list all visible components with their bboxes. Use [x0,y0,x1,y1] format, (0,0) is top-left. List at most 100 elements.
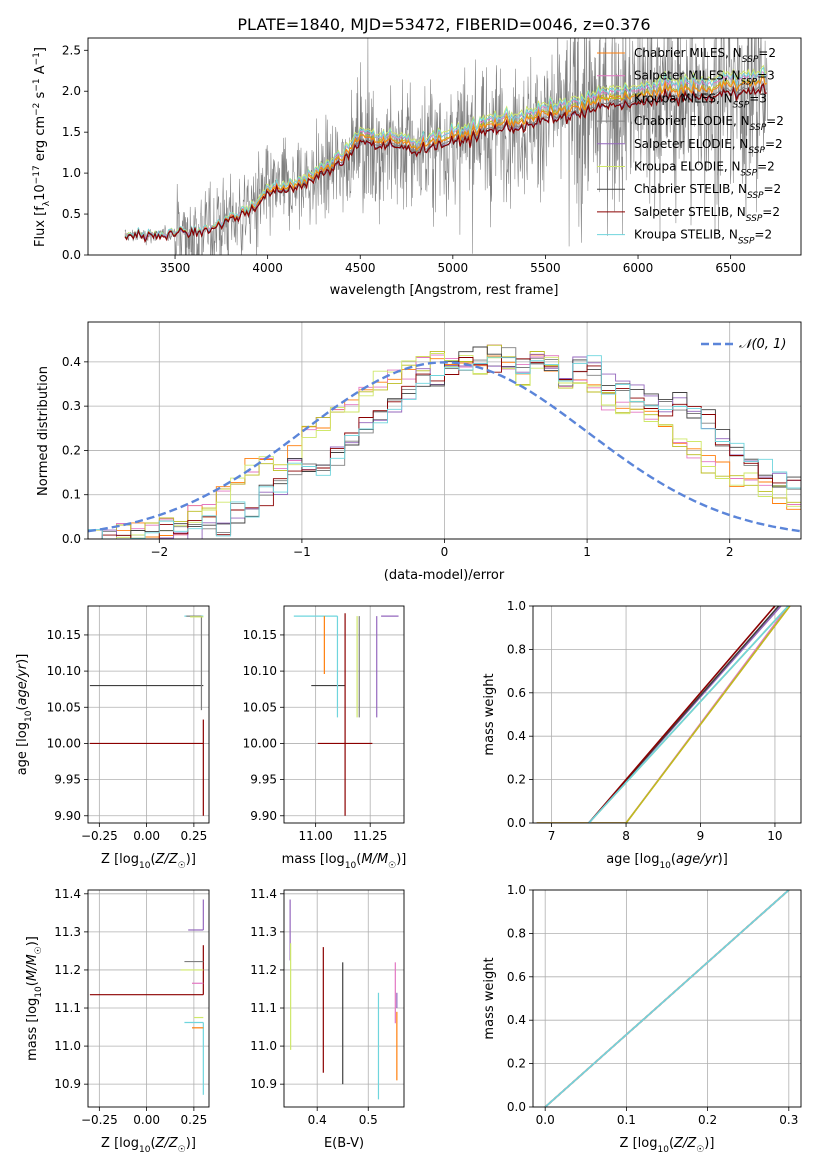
x-tick-label: 0.0 [536,1113,555,1127]
x-axis-label: Z [log10(Z/Z☉)] [620,1136,715,1155]
x-tick-label: 5500 [530,261,561,275]
axes-frame [87,37,802,256]
label-part: Chabrier ELODIE, N [634,114,750,128]
y-tick-label: 9.95 [250,773,277,787]
label-part: Flux [f [33,206,48,247]
y-tick-label: 0.2 [62,443,81,457]
label-part: =2 [766,114,784,128]
label-part: ] [33,47,48,52]
y-tick-label: 11.3 [250,925,277,939]
label-part: age/yr [676,852,719,867]
label-part: Kroupa ELODIE, N [634,160,741,174]
x-axis-label: Z [log10(Z/Z☉)] [101,1136,196,1155]
label-part: Z [log [101,852,139,867]
legend-label: 𝒩(0, 1) [739,337,786,352]
label-part: ☉ [388,861,396,871]
x-tick-label: 0.4 [308,1113,327,1127]
label-part: mass [log [25,998,40,1061]
normal-curve [88,361,801,533]
x-tick-label: 10 [767,829,782,843]
plot-area-age-vs-mass [293,613,399,816]
y-tick-label: 0.4 [507,1013,526,1027]
y-tick-label: 2.0 [62,84,81,98]
histogram-kroupa-stelib [88,355,801,539]
label-part: )] [25,936,40,946]
x-tick-label: 6000 [623,261,654,275]
label-part: =2 [754,228,772,242]
label-part: age/yr [15,662,30,705]
label-part: =2 [762,205,780,219]
x-tick-label: 4000 [252,261,283,275]
y-tick-label: 11.0 [54,1039,81,1053]
y-tick-label: 0.4 [507,729,526,743]
residual-legend: 𝒩(0, 1) [701,337,786,352]
label-part: M/M [25,954,40,981]
y-tick-label: 0.6 [507,686,526,700]
label-part: λ [42,200,52,206]
label-part: ( [15,706,30,711]
x-tick-label: 0.1 [617,1113,636,1127]
y-axis-label: mass weight [482,957,497,1039]
cumulative-line [588,606,776,823]
label-part: erg cm [33,116,48,165]
x-tick-label: 4500 [345,261,376,275]
label-part: ☉ [696,1145,704,1155]
y-tick-label: 1.0 [62,166,81,180]
cumulative-line [544,890,790,1107]
y-tick-label: 11.4 [54,887,81,901]
label-part: )] [186,1136,196,1151]
y-tick-label: 10.00 [47,736,81,750]
y-tick-label: 10.15 [243,628,277,642]
axes-residuals: −2 −1 0 1 2 0.0 0.1 0.2 0.3 0.4 𝒩(0, 1) (data-model… [36,321,802,583]
x-tick-label: 0.25 [181,1113,208,1127]
label-part: 10 [139,1145,151,1155]
x-tick-label: −2 [150,545,168,559]
plot-area-age-vs-Z [89,615,204,816]
y-tick-label: 0.2 [507,1057,526,1071]
plot-area-residuals [88,344,801,539]
label-part: Z/Z [155,852,179,867]
label-part: A [33,65,48,78]
label-part: SSP [748,146,765,156]
y-tick-label: 10.9 [250,1077,277,1091]
y-tick-label: 10.05 [243,700,277,714]
y-axis-label: age [log10(age/yr)] [15,654,34,776]
y-tick-label: 11.0 [250,1039,277,1053]
model-kroupa-miles [124,73,768,242]
axes-frame [283,889,405,1108]
axes-frame [532,889,802,1108]
label-part: Z [log [101,1136,139,1151]
y-tick-label: 11.2 [54,963,81,977]
plot-area-cumulative-Z [544,890,790,1107]
label-part: ☉ [34,946,44,954]
axes-mass-vs-EBV: 0.4 0.5 10.9 11.0 11.1 11.2 11.3 11.4 E(B-V) [250,887,405,1151]
label-part: Salpeter STELIB, N [634,205,746,219]
axes-age-vs-mass: 11.00 11.25 9.90 9.95 10.00 10.05 10.10 10.15 ma… [243,605,406,871]
plot-area-cumulative-age [536,606,791,823]
label-part: SSP [746,214,763,224]
legend-label: Chabrier MILES, NSSP=2 [634,46,776,65]
label-part: Chabrier STELIB, N [634,182,747,196]
label-part: SSP [733,100,750,110]
label-part: ☉ [178,861,186,871]
label-part: )] [718,852,728,867]
x-axis-label: Z [log10(Z/Z☉)] [101,852,196,871]
y-tick-label: 11.1 [250,1001,277,1015]
x-axis-label: wavelength [Angstrom, rest frame] [330,283,559,298]
model-kroupa-stelib [124,66,768,242]
label-part: SSP [741,169,758,179]
label-part: SSP [750,123,767,133]
axes-age-vs-Z: −0.25 0.00 0.25 9.90 9.95 10.00 10.05 10.10 10.1… [15,605,210,871]
y-tick-label: 0.4 [62,355,81,369]
label-part: −2 [32,103,42,116]
x-axis-label: E(B-V) [324,1136,364,1151]
label-part: ( [150,1136,155,1151]
axes-frame [87,889,210,1108]
label-part: =2 [764,182,782,196]
label-part: Salpeter MILES, N [634,69,741,83]
x-tick-label: 11.25 [353,829,387,843]
legend-label: Salpeter MILES, NSSP=3 [634,69,775,88]
y-tick-label: 0.1 [62,488,81,502]
